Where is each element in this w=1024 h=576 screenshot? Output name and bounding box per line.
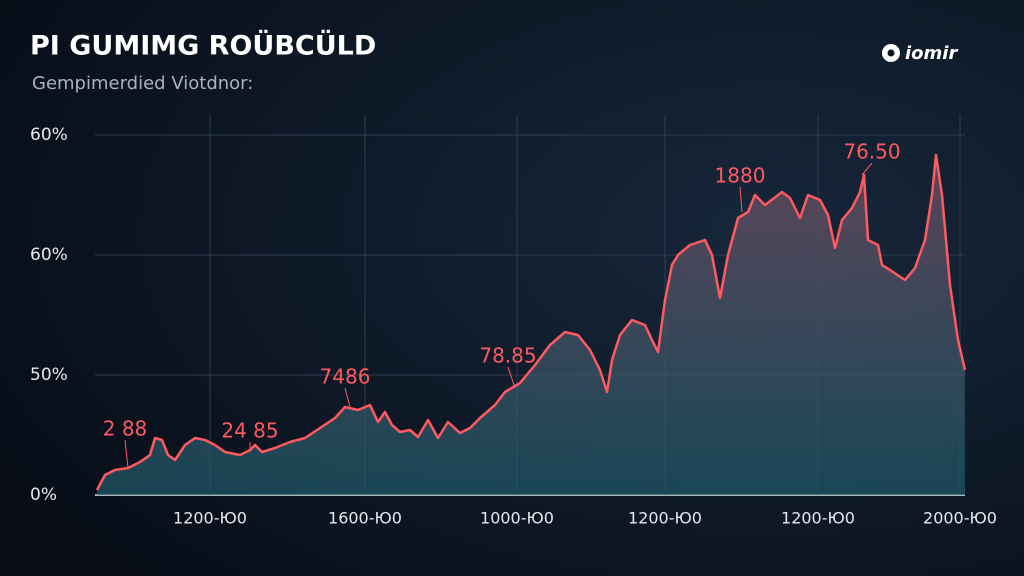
x-tick-label: 1200-Ю0 [781,509,855,528]
x-tick-label: 1200-Ю0 [173,509,247,528]
annotation: 24 85 [221,419,278,443]
x-tick-label: 1600-Ю0 [328,509,402,528]
y-tick-label: 50% [30,365,68,385]
annotation: 76.50 [843,140,900,164]
annotation: 1880 [715,164,766,188]
annotation: 78.85 [479,344,536,368]
x-tick-label: 1200-Ю0 [628,509,702,528]
area-fill [97,155,965,495]
chart-subtitle: Gempimerdied Viotdnor: [32,73,253,94]
annotation-leader [344,387,351,408]
y-tick-label: 0% [30,485,57,505]
line [95,153,967,491]
annotation-leader [507,366,516,389]
brand-icon-dot [887,49,895,57]
chart-title: PI GUMIMG ROÜBCÜLD [30,29,376,62]
annotation-leader [124,439,129,469]
brand: iomir [905,43,958,64]
annotation: 2 88 [103,417,148,441]
annotation-leader [861,162,873,176]
annotation: 7486 [320,365,371,389]
x-tick-label: 2000-Ю0 [923,509,997,528]
annotation-leader [739,186,743,213]
x-tick-label: 1000-Ю0 [480,509,554,528]
y-tick-label: 60% [30,125,68,145]
y-tick-label: 60% [30,245,68,265]
